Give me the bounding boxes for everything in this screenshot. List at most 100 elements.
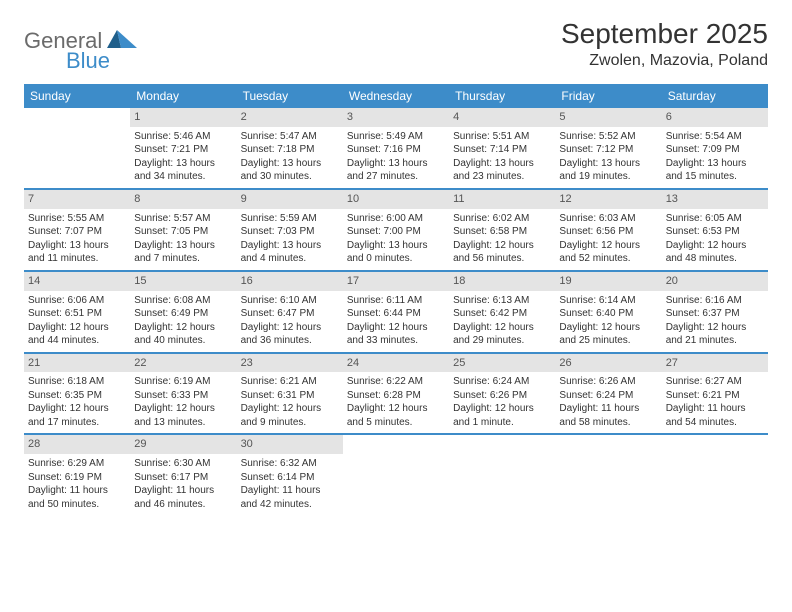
day-line: Daylight: 11 hours [559,402,657,416]
day-line: and 48 minutes. [666,252,764,266]
day-content: Sunrise: 6:27 AMSunset: 6:21 PMDaylight:… [666,375,764,429]
day-line: Sunrise: 6:14 AM [559,294,657,308]
day-content: Sunrise: 6:03 AMSunset: 6:56 PMDaylight:… [559,212,657,266]
day-line: Daylight: 12 hours [241,321,339,335]
day-line: Sunrise: 6:26 AM [559,375,657,389]
day-line: Sunset: 7:05 PM [134,225,232,239]
day-number: 22 [130,354,236,373]
day-line: Daylight: 13 hours [241,157,339,171]
day-line: Sunrise: 5:55 AM [28,212,126,226]
day-cell: 25Sunrise: 6:24 AMSunset: 6:26 PMDayligh… [449,354,555,434]
weekday-header: Monday [130,84,236,108]
day-content: Sunrise: 6:19 AMSunset: 6:33 PMDaylight:… [134,375,232,429]
day-line: Daylight: 12 hours [453,321,551,335]
day-line: Daylight: 12 hours [666,321,764,335]
day-cell: 20Sunrise: 6:16 AMSunset: 6:37 PMDayligh… [662,272,768,352]
day-number: 1 [130,108,236,127]
day-line: Sunset: 6:26 PM [453,389,551,403]
calendar-grid: Sunday Monday Tuesday Wednesday Thursday… [24,84,768,515]
day-line: Sunset: 6:44 PM [347,307,445,321]
day-line: Sunset: 6:51 PM [28,307,126,321]
day-cell: 2Sunrise: 5:47 AMSunset: 7:18 PMDaylight… [237,108,343,188]
day-number: 13 [662,190,768,209]
day-cell: 19Sunrise: 6:14 AMSunset: 6:40 PMDayligh… [555,272,661,352]
day-line: and 1 minute. [453,416,551,430]
day-line: Daylight: 12 hours [666,239,764,253]
day-line: Daylight: 13 hours [134,239,232,253]
day-number: 29 [130,435,236,454]
day-line: Sunrise: 6:00 AM [347,212,445,226]
day-line: and 54 minutes. [666,416,764,430]
day-number: 3 [343,108,449,127]
day-line: Daylight: 11 hours [666,402,764,416]
day-number: 16 [237,272,343,291]
day-cell: 21Sunrise: 6:18 AMSunset: 6:35 PMDayligh… [24,354,130,434]
day-line: Sunrise: 6:16 AM [666,294,764,308]
day-line: Sunset: 6:19 PM [28,471,126,485]
day-line: and 21 minutes. [666,334,764,348]
day-content: Sunrise: 6:30 AMSunset: 6:17 PMDaylight:… [134,457,232,511]
day-line: Sunrise: 6:11 AM [347,294,445,308]
day-line: and 19 minutes. [559,170,657,184]
day-line: Sunset: 6:33 PM [134,389,232,403]
day-cell [449,435,555,515]
day-line: Sunrise: 6:02 AM [453,212,551,226]
week-row: 21Sunrise: 6:18 AMSunset: 6:35 PMDayligh… [24,354,768,436]
day-line: and 33 minutes. [347,334,445,348]
day-cell: 29 Sunrise: 6:30 AMSunset: 6:17 PMDayligh… [130,435,236,515]
calendar-page: General Blue September 2025 Zwolen, Mazo… [0,0,792,533]
day-line: and 44 minutes. [28,334,126,348]
day-content: Sunrise: 6:00 AMSunset: 7:00 PMDaylight:… [347,212,445,266]
day-content: Sunrise: 6:22 AMSunset: 6:28 PMDaylight:… [347,375,445,429]
day-line: Sunrise: 5:47 AM [241,130,339,144]
day-number: 7 [24,190,130,209]
month-title: September 2025 [561,18,768,50]
day-line: Sunrise: 5:51 AM [453,130,551,144]
day-line: Daylight: 13 hours [347,239,445,253]
day-cell: 8Sunrise: 5:57 AMSunset: 7:05 PMDaylight… [130,190,236,270]
weekday-header: Tuesday [237,84,343,108]
day-cell: 5Sunrise: 5:52 AMSunset: 7:12 PMDaylight… [555,108,661,188]
day-cell: 3Sunrise: 5:49 AMSunset: 7:16 PMDaylight… [343,108,449,188]
day-line: Sunset: 7:21 PM [134,143,232,157]
day-line: Daylight: 12 hours [453,239,551,253]
day-line: Sunset: 6:47 PM [241,307,339,321]
day-line: Sunset: 6:35 PM [28,389,126,403]
day-line: and 42 minutes. [241,498,339,512]
day-line: and 15 minutes. [666,170,764,184]
day-line: and 17 minutes. [28,416,126,430]
weeks-container: 1Sunrise: 5:46 AMSunset: 7:21 PMDaylight… [24,108,768,515]
day-number: 20 [662,272,768,291]
day-line: Daylight: 12 hours [347,402,445,416]
day-content: Sunrise: 6:26 AMSunset: 6:24 PMDaylight:… [559,375,657,429]
day-line: Daylight: 11 hours [28,484,126,498]
day-number: 14 [24,272,130,291]
day-cell: 14Sunrise: 6:06 AMSunset: 6:51 PMDayligh… [24,272,130,352]
day-line: Daylight: 13 hours [28,239,126,253]
day-line: Daylight: 12 hours [28,321,126,335]
day-cell: 18Sunrise: 6:13 AMSunset: 6:42 PMDayligh… [449,272,555,352]
day-line: Sunrise: 6:13 AM [453,294,551,308]
day-number: 26 [555,354,661,373]
day-cell: 9Sunrise: 5:59 AMSunset: 7:03 PMDaylight… [237,190,343,270]
day-number: 6 [662,108,768,127]
day-line: and 7 minutes. [134,252,232,266]
day-line: Sunset: 6:40 PM [559,307,657,321]
day-line: Daylight: 13 hours [134,157,232,171]
day-line: Sunrise: 6:21 AM [241,375,339,389]
logo-text-block: General Blue [24,26,139,74]
day-line: Daylight: 11 hours [134,484,232,498]
day-cell [662,435,768,515]
day-content: Sunrise: 6:18 AMSunset: 6:35 PMDaylight:… [28,375,126,429]
day-line: Sunrise: 6:18 AM [28,375,126,389]
day-number: 19 [555,272,661,291]
day-cell: 4Sunrise: 5:51 AMSunset: 7:14 PMDaylight… [449,108,555,188]
day-line: and 4 minutes. [241,252,339,266]
day-line: and 0 minutes. [347,252,445,266]
day-line: Sunset: 6:28 PM [347,389,445,403]
day-line: Daylight: 13 hours [559,157,657,171]
day-line: Sunrise: 6:24 AM [453,375,551,389]
day-number: 18 [449,272,555,291]
day-line: and 56 minutes. [453,252,551,266]
day-content: Sunrise: 6:08 AMSunset: 6:49 PMDaylight:… [134,294,232,348]
